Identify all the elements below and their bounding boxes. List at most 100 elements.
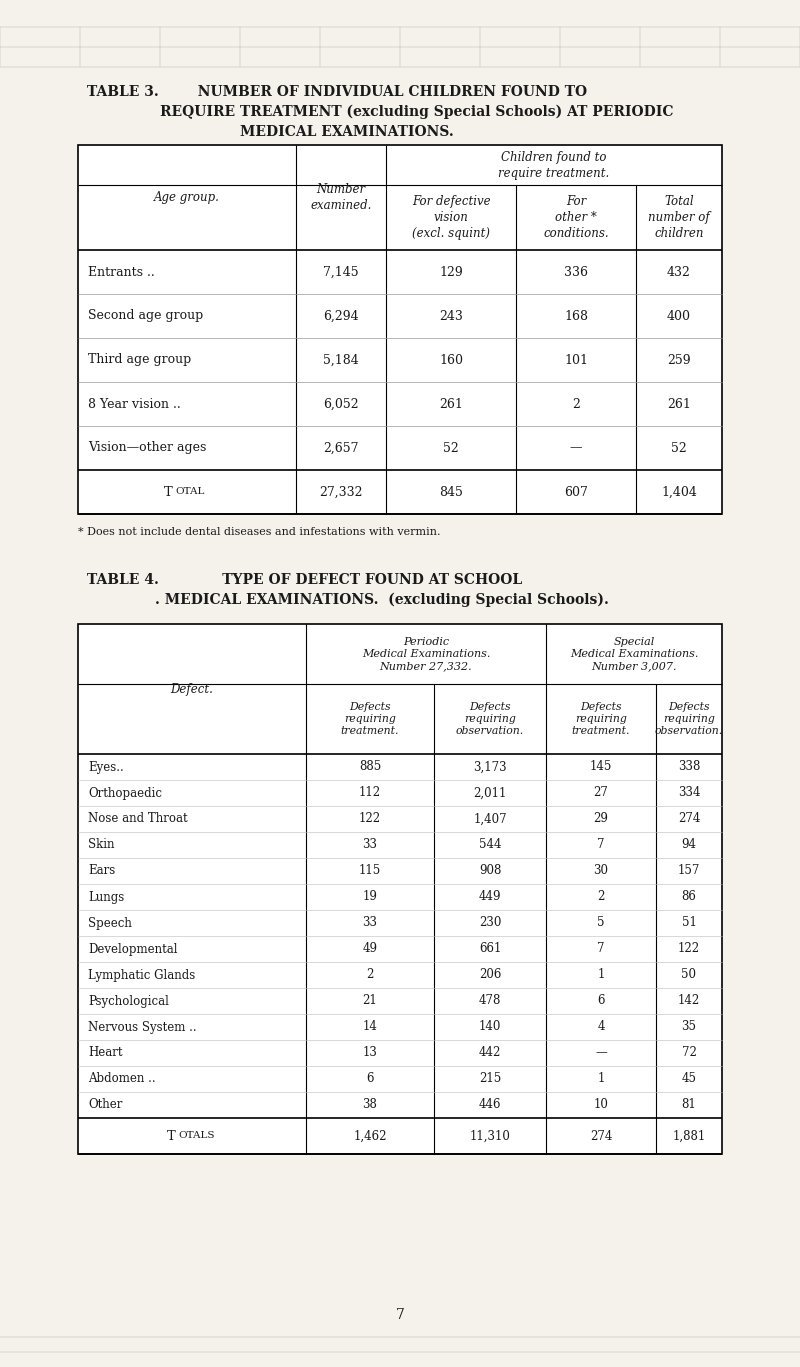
Text: 33: 33 xyxy=(362,916,378,930)
Text: REQUIRE TREATMENT (excluding Special Schools) AT PERIODIC: REQUIRE TREATMENT (excluding Special Sch… xyxy=(160,105,674,119)
Text: 2: 2 xyxy=(366,968,374,982)
Text: 338: 338 xyxy=(678,760,700,774)
Text: 21: 21 xyxy=(362,995,378,1007)
Text: 885: 885 xyxy=(359,760,381,774)
Text: 122: 122 xyxy=(678,942,700,956)
Text: 1,462: 1,462 xyxy=(354,1129,386,1143)
Text: For defective
vision
(excl. squint): For defective vision (excl. squint) xyxy=(412,195,490,241)
Text: 661: 661 xyxy=(479,942,501,956)
Text: 5: 5 xyxy=(598,916,605,930)
Text: Lungs: Lungs xyxy=(88,890,124,904)
Text: 27: 27 xyxy=(594,786,609,800)
Text: Defect.: Defect. xyxy=(170,682,214,696)
Text: Total
number of
children: Total number of children xyxy=(648,195,710,241)
Text: 30: 30 xyxy=(594,864,609,878)
Text: 1,407: 1,407 xyxy=(473,812,507,826)
Text: 7: 7 xyxy=(395,1308,405,1322)
Text: 6: 6 xyxy=(598,995,605,1007)
Text: Eyes..: Eyes.. xyxy=(88,760,124,774)
Text: 7,145: 7,145 xyxy=(323,265,359,279)
Text: 129: 129 xyxy=(439,265,463,279)
Text: 261: 261 xyxy=(439,398,463,410)
Text: 10: 10 xyxy=(594,1099,609,1111)
Text: For
other *
conditions.: For other * conditions. xyxy=(543,195,609,241)
Text: 478: 478 xyxy=(479,995,501,1007)
Text: 13: 13 xyxy=(362,1047,378,1059)
Text: 168: 168 xyxy=(564,309,588,323)
Text: 19: 19 xyxy=(362,890,378,904)
Text: 81: 81 xyxy=(682,1099,696,1111)
Text: Speech: Speech xyxy=(88,916,132,930)
Text: 33: 33 xyxy=(362,838,378,852)
Text: 5,184: 5,184 xyxy=(323,354,359,366)
Text: 122: 122 xyxy=(359,812,381,826)
Text: 215: 215 xyxy=(479,1073,501,1085)
Text: Nose and Throat: Nose and Throat xyxy=(88,812,188,826)
Text: TABLE 4.             TYPE OF DEFECT FOUND AT SCHOOL: TABLE 4. TYPE OF DEFECT FOUND AT SCHOOL xyxy=(87,573,522,586)
Text: 442: 442 xyxy=(479,1047,501,1059)
Text: 607: 607 xyxy=(564,485,588,499)
Text: 14: 14 xyxy=(362,1021,378,1033)
Text: 50: 50 xyxy=(682,968,697,982)
Text: 112: 112 xyxy=(359,786,381,800)
Text: 52: 52 xyxy=(671,442,687,454)
Text: 274: 274 xyxy=(590,1129,612,1143)
Text: 206: 206 xyxy=(479,968,501,982)
Text: 1: 1 xyxy=(598,968,605,982)
Text: 52: 52 xyxy=(443,442,459,454)
Text: MEDICAL EXAMINATIONS.: MEDICAL EXAMINATIONS. xyxy=(240,124,454,139)
Text: 334: 334 xyxy=(678,786,700,800)
Text: Age group.: Age group. xyxy=(154,191,220,204)
Text: 8 Year vision ..: 8 Year vision .. xyxy=(88,398,181,410)
Text: Nervous System ..: Nervous System .. xyxy=(88,1021,197,1033)
Text: 157: 157 xyxy=(678,864,700,878)
Text: Abdomen ..: Abdomen .. xyxy=(88,1073,156,1085)
Text: OTALS: OTALS xyxy=(178,1132,214,1140)
Text: Developmental: Developmental xyxy=(88,942,178,956)
Text: 544: 544 xyxy=(478,838,502,852)
Text: 27,332: 27,332 xyxy=(319,485,362,499)
Text: Special
Medical Examinations.
Number 3,007.: Special Medical Examinations. Number 3,0… xyxy=(570,637,698,671)
Text: 7: 7 xyxy=(598,838,605,852)
Text: 142: 142 xyxy=(678,995,700,1007)
Text: 400: 400 xyxy=(667,309,691,323)
Text: 845: 845 xyxy=(439,485,463,499)
Text: Defects
requiring
observation.: Defects requiring observation. xyxy=(655,701,723,737)
Text: Vision—other ages: Vision—other ages xyxy=(88,442,206,454)
Text: 449: 449 xyxy=(478,890,502,904)
Text: 140: 140 xyxy=(479,1021,501,1033)
Text: 6,052: 6,052 xyxy=(323,398,359,410)
Text: Psychological: Psychological xyxy=(88,995,169,1007)
Text: 145: 145 xyxy=(590,760,612,774)
Text: 1: 1 xyxy=(598,1073,605,1085)
Text: 4: 4 xyxy=(598,1021,605,1033)
Text: 6,294: 6,294 xyxy=(323,309,359,323)
Text: 2: 2 xyxy=(598,890,605,904)
Text: —: — xyxy=(570,442,582,454)
Text: 6: 6 xyxy=(366,1073,374,1085)
Text: 72: 72 xyxy=(682,1047,697,1059)
Text: . MEDICAL EXAMINATIONS.  (excluding Special Schools).: . MEDICAL EXAMINATIONS. (excluding Speci… xyxy=(155,593,609,607)
Text: 908: 908 xyxy=(479,864,501,878)
Text: Third age group: Third age group xyxy=(88,354,191,366)
Text: T: T xyxy=(164,485,173,499)
Text: 446: 446 xyxy=(478,1099,502,1111)
Text: Orthopaedic: Orthopaedic xyxy=(88,786,162,800)
Text: * Does not include dental diseases and infestations with vermin.: * Does not include dental diseases and i… xyxy=(78,528,441,537)
Text: —: — xyxy=(595,1047,607,1059)
Text: Number
examined.: Number examined. xyxy=(310,183,372,212)
Bar xyxy=(78,145,722,514)
Text: Defects
requiring
treatment.: Defects requiring treatment. xyxy=(572,701,630,737)
Text: Other: Other xyxy=(88,1099,122,1111)
Text: 259: 259 xyxy=(667,354,691,366)
Text: 2,011: 2,011 xyxy=(474,786,506,800)
Text: 261: 261 xyxy=(667,398,691,410)
Text: 38: 38 xyxy=(362,1099,378,1111)
Text: 94: 94 xyxy=(682,838,697,852)
Text: 243: 243 xyxy=(439,309,463,323)
Text: 7: 7 xyxy=(598,942,605,956)
Text: Defects
requiring
treatment.: Defects requiring treatment. xyxy=(341,701,399,737)
Text: 1,404: 1,404 xyxy=(661,485,697,499)
Text: Entrants ..: Entrants .. xyxy=(88,265,154,279)
Text: 11,310: 11,310 xyxy=(470,1129,510,1143)
